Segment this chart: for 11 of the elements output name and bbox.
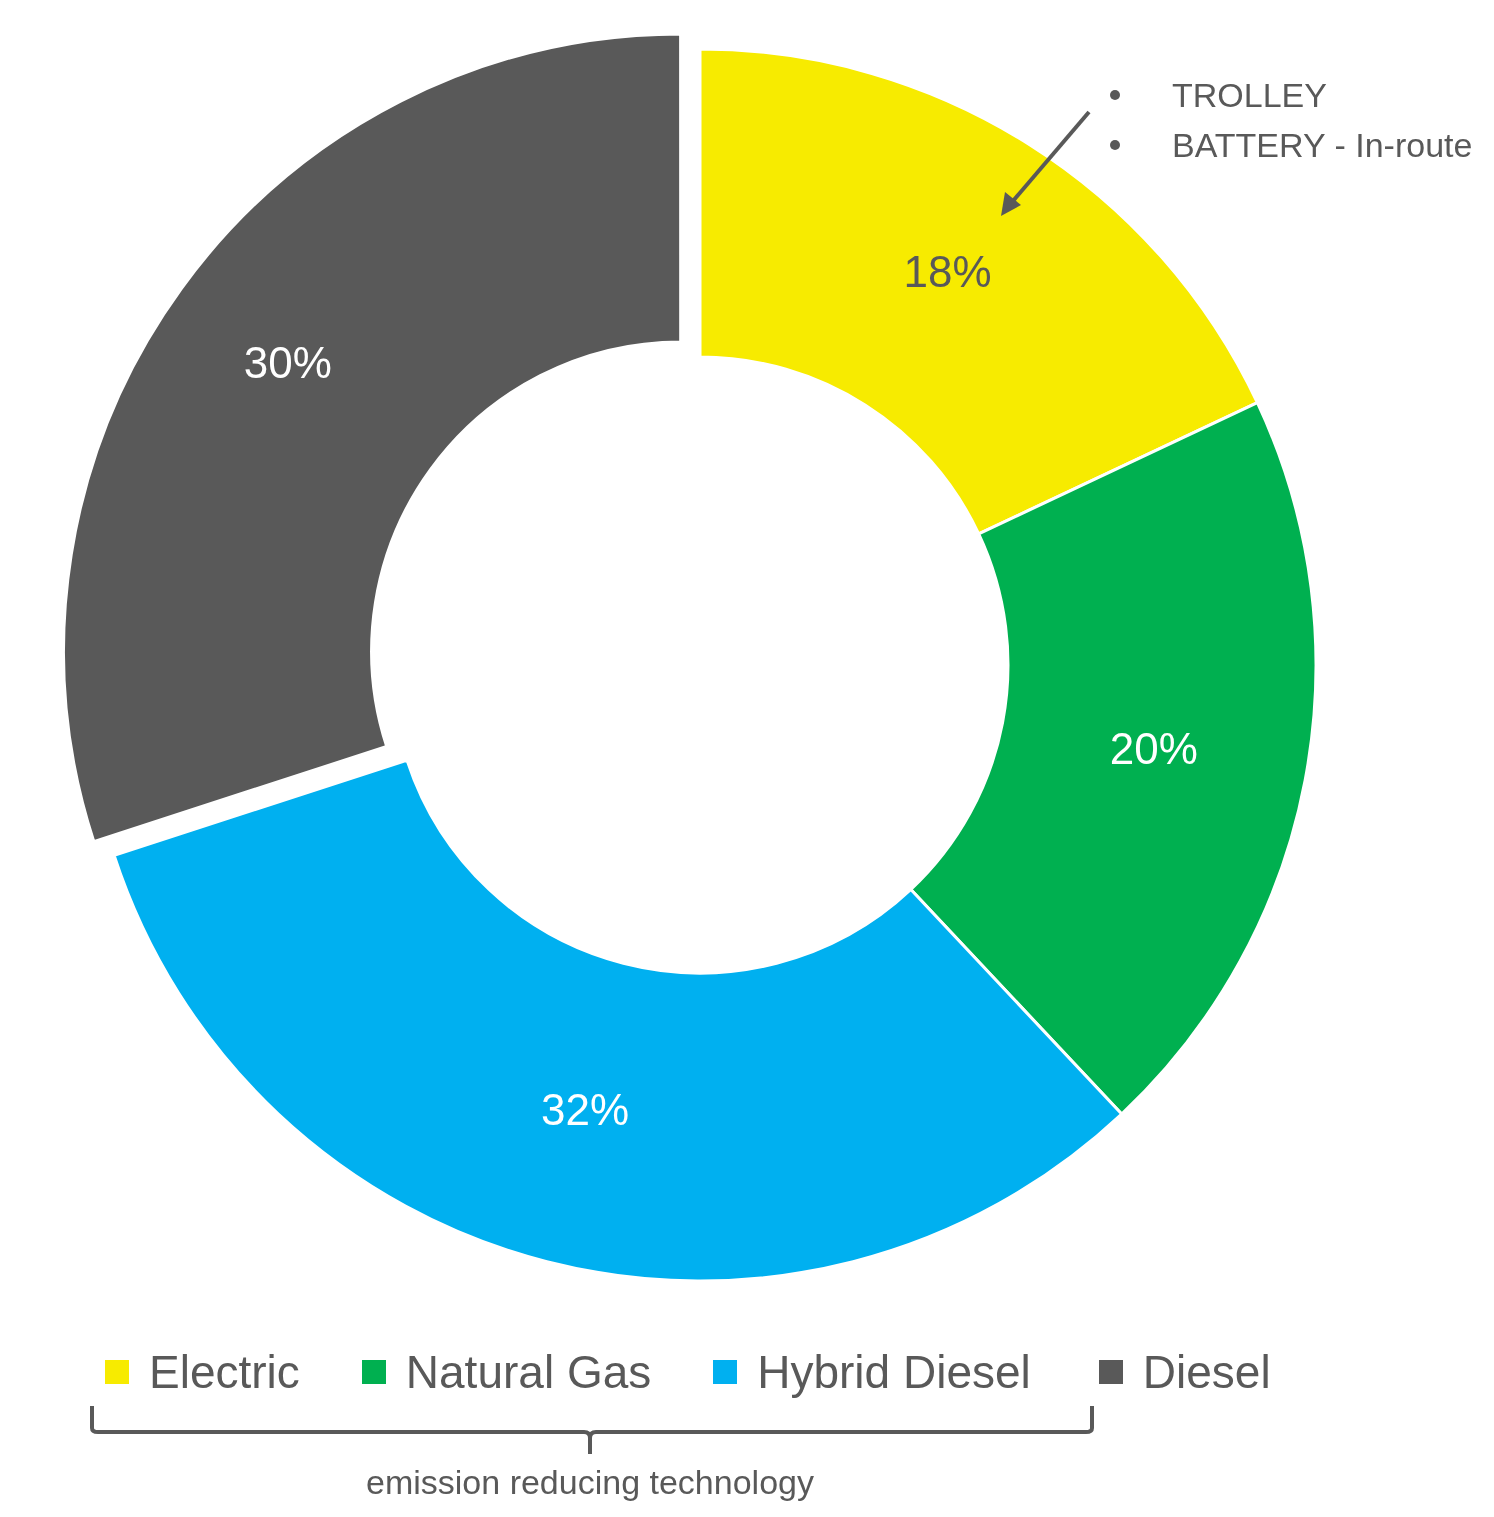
legend-label: Diesel	[1142, 1345, 1271, 1399]
legend-label: Electric	[149, 1345, 300, 1399]
data-label: 20%	[1109, 723, 1198, 773]
text: BATTERY - In-route	[1172, 125, 1473, 166]
data-label: 32%	[541, 1084, 630, 1134]
legend-label: Natural Gas	[405, 1345, 652, 1399]
text: emission reducing technology	[365, 1462, 815, 1502]
text: TROLLEY	[1172, 75, 1327, 116]
legend-label: Hybrid Diesel	[757, 1345, 1031, 1399]
data-label: 18%	[903, 247, 992, 297]
data-label: 30%	[243, 337, 332, 387]
